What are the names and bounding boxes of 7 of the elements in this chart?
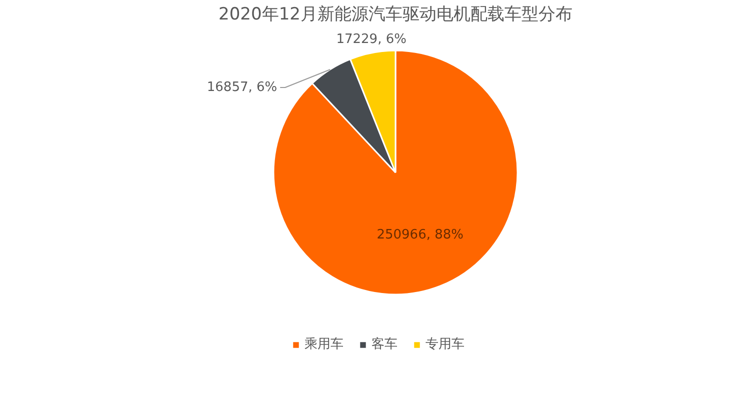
legend-label: 专用车: [426, 336, 464, 353]
legend-label: 客车: [372, 336, 398, 353]
data-label: 17229, 6%: [336, 32, 406, 47]
data-label: 250966, 88%: [376, 227, 464, 242]
chart-title: 2020年12月新能源汽车驱动电机配载车型分布: [218, 4, 572, 24]
legend-label: 乘用车: [304, 336, 344, 353]
data-label: 16857, 6%: [206, 80, 278, 95]
